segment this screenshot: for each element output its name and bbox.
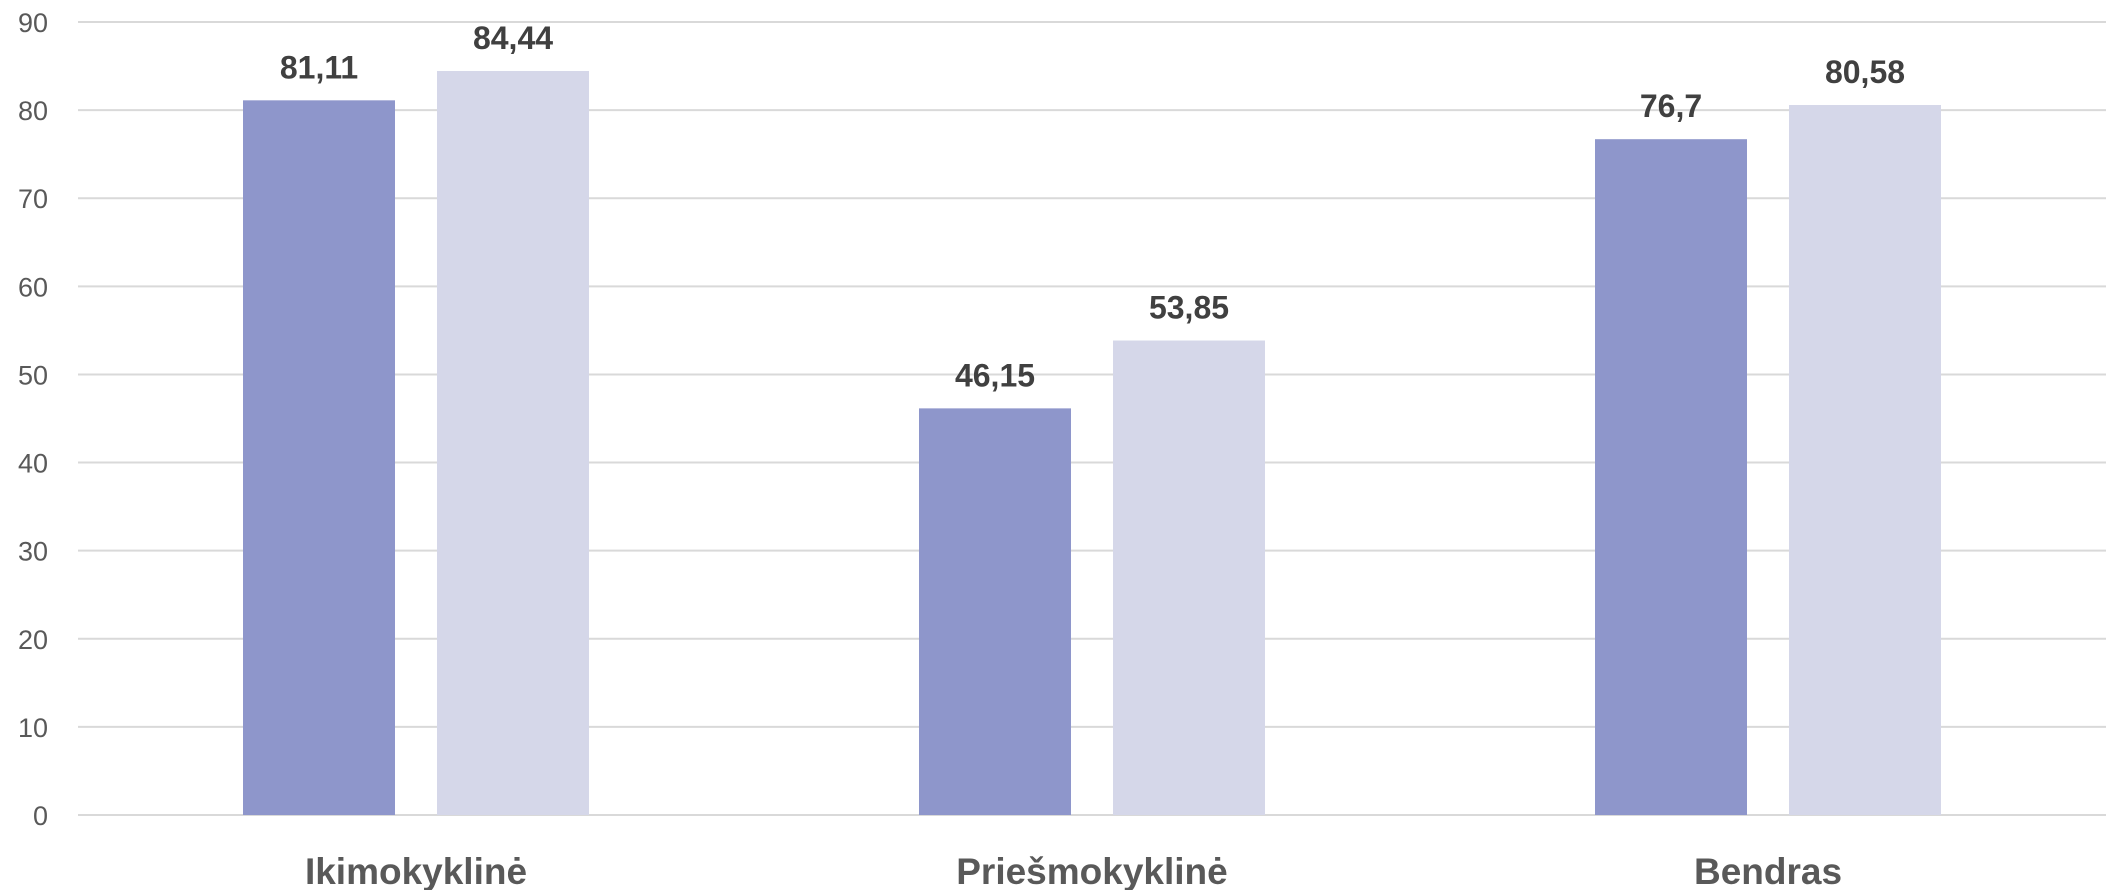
bar (243, 100, 395, 815)
bars (243, 70, 1941, 816)
bar (919, 408, 1071, 815)
data-label: 81,11 (280, 49, 358, 85)
bar (1595, 139, 1747, 816)
x-tick-label: Bendras (1694, 851, 1842, 890)
y-tick-label: 50 (18, 360, 48, 390)
y-tick-label: 40 (18, 449, 48, 479)
y-axis: 0 10 20 30 40 50 60 70 80 90 (18, 8, 48, 831)
y-tick-label: 10 (18, 713, 48, 743)
y-tick-label: 70 (18, 184, 48, 214)
y-tick-label: 90 (18, 8, 48, 38)
data-label: 84,44 (473, 20, 553, 56)
data-label: 46,15 (955, 357, 1035, 393)
x-axis: Ikimokyklinė Priešmokyklinė Bendras (305, 851, 1842, 890)
x-tick-label: Priešmokyklinė (956, 851, 1227, 890)
data-labels: 81,11 84,44 46,15 53,85 76,7 80,58 (280, 20, 1905, 393)
bar (437, 70, 589, 816)
y-tick-label: 20 (18, 625, 48, 655)
data-label: 76,7 (1640, 88, 1702, 124)
x-tick-label: Ikimokyklinė (305, 851, 527, 890)
y-tick-label: 60 (18, 272, 48, 302)
bar (1113, 340, 1265, 815)
bar (1789, 105, 1941, 815)
y-tick-label: 30 (18, 537, 48, 567)
y-tick-label: 0 (33, 801, 48, 831)
data-label: 80,58 (1825, 54, 1905, 90)
y-tick-label: 80 (18, 96, 48, 126)
gridlines (78, 21, 2106, 816)
data-label: 53,85 (1149, 290, 1229, 326)
